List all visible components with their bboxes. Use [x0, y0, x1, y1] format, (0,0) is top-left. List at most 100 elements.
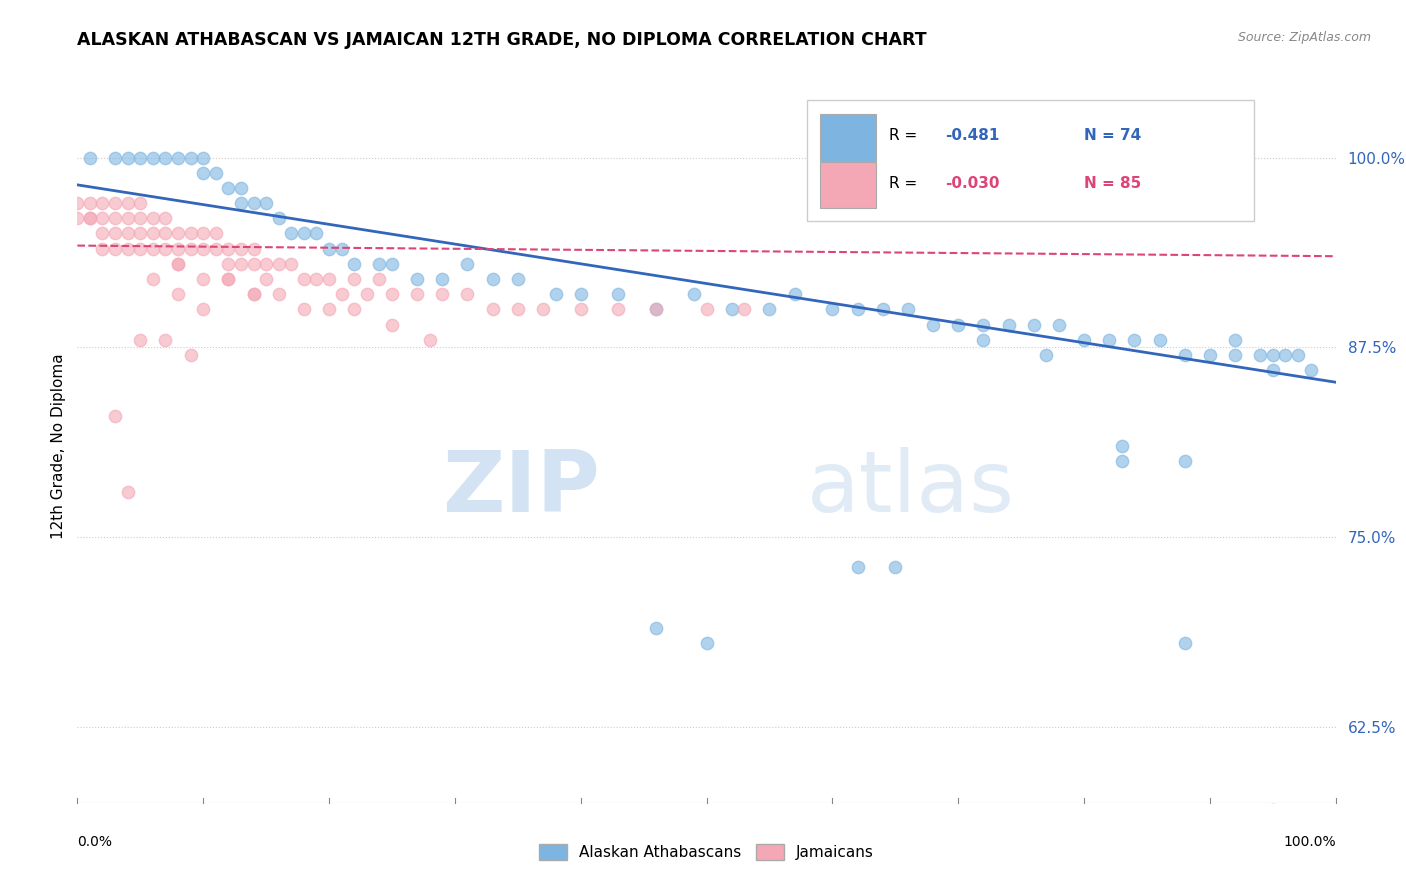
Point — [229, 257, 252, 271]
Point — [191, 272, 215, 286]
Legend: Alaskan Athabascans, Jamaicans: Alaskan Athabascans, Jamaicans — [533, 838, 880, 866]
Point — [167, 242, 190, 256]
Point — [254, 196, 277, 211]
Point — [318, 272, 340, 286]
Point — [217, 242, 239, 256]
Point — [267, 287, 290, 301]
Point — [645, 621, 668, 635]
Point — [1174, 636, 1197, 650]
Point — [821, 302, 844, 317]
Point — [204, 227, 226, 241]
Point — [167, 257, 190, 271]
Text: ZIP: ZIP — [441, 447, 599, 531]
Point — [104, 409, 127, 423]
Point — [229, 181, 252, 195]
Point — [1111, 439, 1133, 453]
Point — [267, 257, 290, 271]
Point — [406, 287, 429, 301]
Point — [696, 636, 718, 650]
Text: N = 74: N = 74 — [1084, 128, 1142, 143]
Point — [406, 272, 429, 286]
Point — [569, 302, 592, 317]
Point — [318, 302, 340, 317]
Point — [1073, 333, 1095, 347]
Point — [117, 484, 139, 499]
Point — [129, 227, 152, 241]
Text: Source: ZipAtlas.com: Source: ZipAtlas.com — [1237, 31, 1371, 45]
Point — [569, 287, 592, 301]
Point — [1261, 348, 1284, 362]
Point — [922, 318, 945, 332]
Point — [481, 302, 503, 317]
Point — [1174, 454, 1197, 468]
Point — [104, 242, 127, 256]
Text: 100.0%: 100.0% — [1284, 835, 1336, 849]
Point — [292, 227, 315, 241]
Point — [343, 257, 366, 271]
Text: R =: R = — [889, 128, 922, 143]
Point — [1022, 318, 1045, 332]
Point — [129, 196, 152, 211]
Point — [948, 318, 970, 332]
Point — [368, 272, 391, 286]
Point — [217, 181, 239, 195]
Point — [142, 151, 165, 165]
Point — [180, 227, 202, 241]
Point — [142, 272, 165, 286]
Point — [79, 196, 101, 211]
Point — [1274, 348, 1296, 362]
Point — [1261, 363, 1284, 377]
Point — [204, 166, 226, 180]
Point — [481, 272, 503, 286]
Point — [242, 287, 264, 301]
Point — [1047, 318, 1070, 332]
FancyBboxPatch shape — [807, 100, 1254, 221]
Point — [972, 318, 994, 332]
Text: 0.0%: 0.0% — [77, 835, 112, 849]
Point — [356, 287, 378, 301]
Point — [229, 196, 252, 211]
Point — [217, 272, 239, 286]
Point — [79, 151, 101, 165]
Point — [1098, 333, 1121, 347]
Point — [191, 166, 215, 180]
Point — [305, 272, 328, 286]
Text: R =: R = — [889, 176, 922, 191]
Point — [155, 151, 177, 165]
Point — [292, 302, 315, 317]
Point — [343, 272, 366, 286]
Point — [117, 151, 139, 165]
Point — [696, 302, 718, 317]
Point — [456, 287, 478, 301]
Point — [872, 302, 894, 317]
Point — [280, 227, 302, 241]
Point — [204, 242, 226, 256]
Point — [419, 333, 441, 347]
Point — [104, 211, 127, 226]
Point — [381, 287, 404, 301]
FancyBboxPatch shape — [820, 162, 876, 209]
Point — [117, 211, 139, 226]
Point — [117, 227, 139, 241]
Point — [91, 211, 114, 226]
Point — [1123, 333, 1146, 347]
Point — [91, 242, 114, 256]
Point — [720, 302, 742, 317]
Point — [242, 196, 264, 211]
Point — [544, 287, 567, 301]
Point — [531, 302, 554, 317]
Point — [897, 302, 920, 317]
Point — [129, 242, 152, 256]
Point — [217, 257, 239, 271]
Point — [884, 560, 907, 574]
Point — [66, 196, 89, 211]
Point — [783, 287, 806, 301]
Point — [972, 333, 994, 347]
Text: atlas: atlas — [807, 447, 1015, 531]
Point — [191, 227, 215, 241]
Point — [117, 242, 139, 256]
Point — [683, 287, 706, 301]
Text: ALASKAN ATHABASCAN VS JAMAICAN 12TH GRADE, NO DIPLOMA CORRELATION CHART: ALASKAN ATHABASCAN VS JAMAICAN 12TH GRAD… — [77, 31, 927, 49]
Point — [167, 151, 190, 165]
Point — [180, 151, 202, 165]
